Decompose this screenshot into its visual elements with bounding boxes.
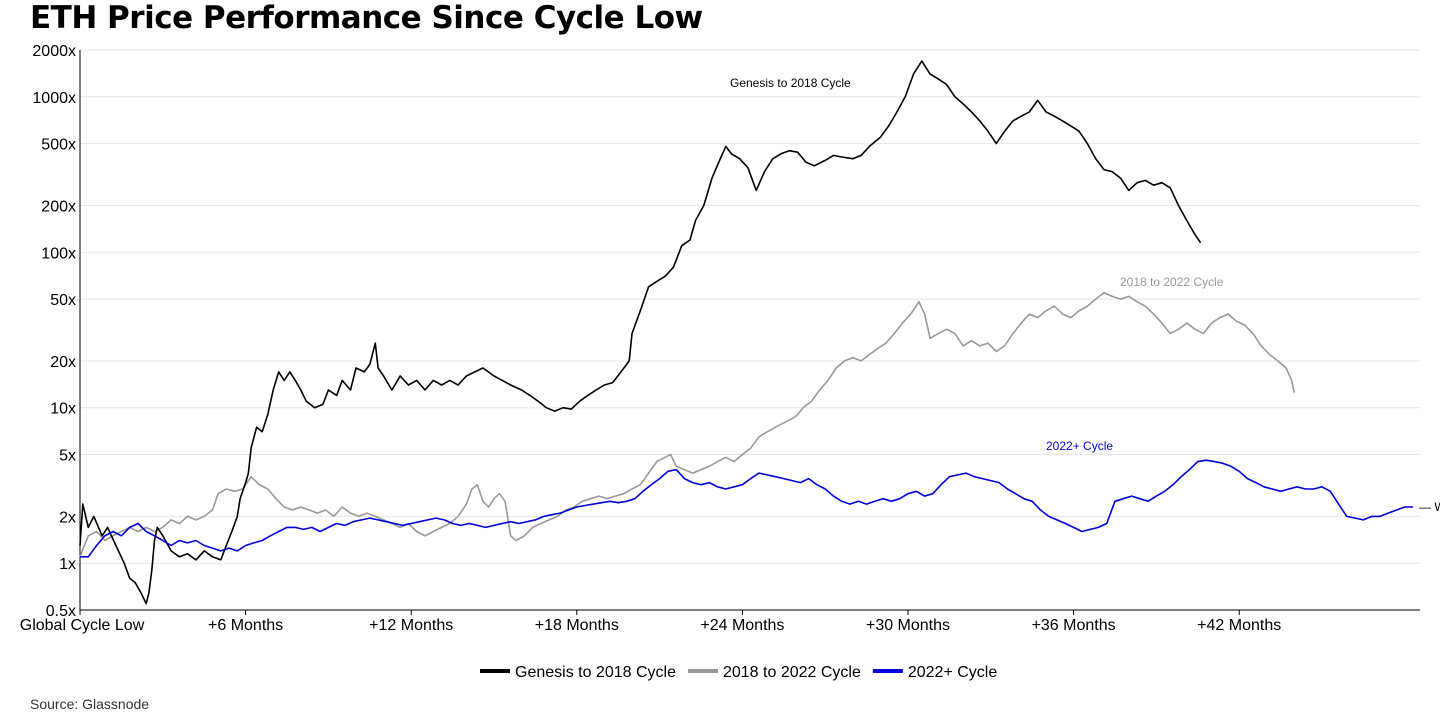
- x-tick-label: +24 Months: [700, 617, 784, 634]
- gridlines: [80, 49, 1420, 611]
- y-axis-ticks: 0.5x 1x 2x 5x 10x 20x 50x 100x 200x 500x 1000x 2000…: [32, 43, 76, 620]
- x-tick-label: Global Cycle Low: [20, 617, 145, 634]
- y-tick-label: 10x: [50, 401, 76, 418]
- legend-label: 2018 to 2022 Cycle: [723, 664, 861, 681]
- we-are-here-label: — We are here: [1419, 500, 1440, 514]
- y-tick-label: 1000x: [32, 90, 76, 107]
- x-axis-ticks: Global Cycle Low +6 Months +12 Months +18 M…: [20, 610, 1281, 634]
- chart-title: ETH Price Performance Since Cycle Low: [30, 0, 703, 36]
- y-tick-label: 2000x: [32, 43, 76, 60]
- y-tick-label: 5x: [59, 448, 76, 465]
- y-tick-label: 500x: [41, 137, 76, 154]
- y-tick-label: 1x: [59, 556, 76, 573]
- x-tick-label: +36 Months: [1032, 617, 1116, 634]
- legend: Genesis to 2018 Cycle 2018 to 2022 Cycle 2…: [480, 664, 997, 681]
- series-line-2: [80, 459, 1414, 558]
- y-tick-label: 0.5x: [46, 603, 76, 620]
- series-lines: [79, 60, 1414, 605]
- y-tick-label: 50x: [50, 292, 76, 309]
- annotations: Genesis to 2018 Cycle 2018 to 2022 Cycle 2…: [730, 76, 1440, 514]
- y-tick-label: 2x: [59, 509, 76, 526]
- x-tick-label: +6 Months: [208, 617, 283, 634]
- series-line-1: [79, 291, 1296, 558]
- y-tick-label: 200x: [41, 198, 76, 215]
- axes: [79, 50, 1420, 611]
- series-annotation: Genesis to 2018 Cycle: [730, 76, 851, 90]
- series-annotation: 2022+ Cycle: [1046, 439, 1113, 453]
- x-tick-label: +42 Months: [1197, 617, 1281, 634]
- legend-label: Genesis to 2018 Cycle: [515, 664, 676, 681]
- series-annotation: 2018 to 2022 Cycle: [1120, 275, 1224, 289]
- x-tick-label: +30 Months: [866, 617, 950, 634]
- y-tick-label: 100x: [41, 245, 76, 262]
- x-tick-label: +18 Months: [535, 617, 619, 634]
- series-line-0: [79, 60, 1202, 605]
- source-note: Source: Glassnode: [30, 696, 150, 712]
- legend-label: 2022+ Cycle: [908, 664, 997, 681]
- x-tick-label: +12 Months: [369, 617, 453, 634]
- y-tick-label: 20x: [50, 354, 76, 371]
